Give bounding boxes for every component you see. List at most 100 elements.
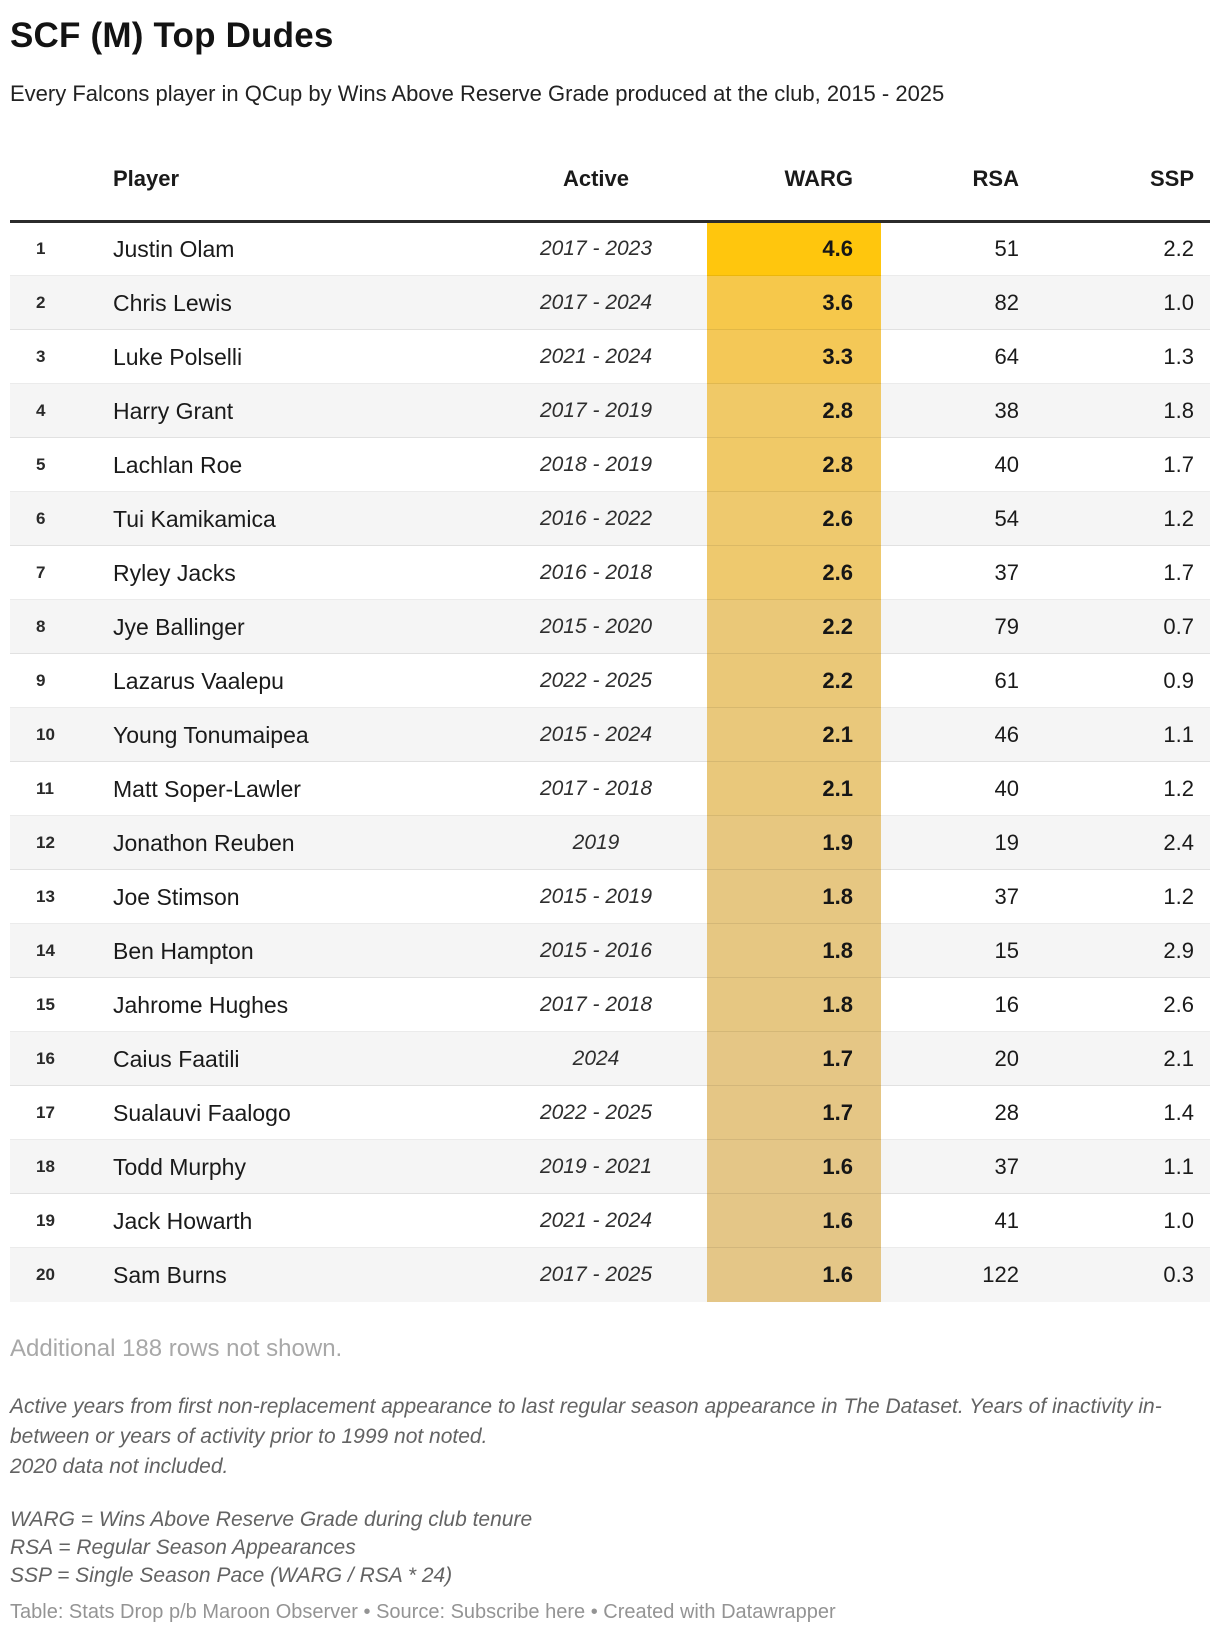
rank-cell: 3 bbox=[10, 329, 105, 384]
credit-source-prefix: Source: bbox=[376, 1600, 446, 1623]
player-cell: Jonathon Reuben bbox=[105, 815, 485, 870]
rsa-cell: 28 bbox=[881, 1085, 1031, 1140]
ssp-cell: 2.6 bbox=[1031, 977, 1210, 1032]
warg-cell: 1.6 bbox=[707, 1247, 881, 1302]
rank-cell: 19 bbox=[10, 1193, 105, 1248]
rsa-cell: 15 bbox=[881, 923, 1031, 978]
abbr-ssp: SSP = Single Season Pace (WARG / RSA * 2… bbox=[10, 1563, 453, 1587]
rsa-cell: 79 bbox=[881, 599, 1031, 654]
player-cell: Caius Faatili bbox=[105, 1031, 485, 1086]
active-cell: 2015 - 2016 bbox=[485, 923, 707, 978]
rank-cell: 15 bbox=[10, 977, 105, 1032]
warg-cell: 2.8 bbox=[707, 437, 881, 492]
warg-cell: 3.3 bbox=[707, 329, 881, 384]
player-cell: Tui Kamikamica bbox=[105, 491, 485, 546]
active-cell: 2024 bbox=[485, 1031, 707, 1086]
player-cell: Matt Soper-Lawler bbox=[105, 761, 485, 816]
player-cell: Chris Lewis bbox=[105, 275, 485, 330]
table-row: 13 Joe Stimson 2015 - 2019 1.8 37 1.2 bbox=[10, 869, 1210, 924]
rsa-cell: 51 bbox=[994, 236, 1019, 261]
active-cell: 2019 - 2021 bbox=[485, 1139, 707, 1194]
active-cell: 2015 - 2019 bbox=[485, 869, 707, 924]
table-row: 16 Caius Faatili 2024 1.7 20 2.1 bbox=[10, 1031, 1210, 1086]
ssp-cell: 1.0 bbox=[1031, 1193, 1210, 1248]
active-cell: 2021 - 2024 bbox=[485, 1193, 707, 1248]
rsa-cell: 122 bbox=[881, 1247, 1031, 1302]
rsa-cell: 37 bbox=[881, 1139, 1031, 1194]
warg-cell: 1.8 bbox=[707, 923, 881, 978]
footnote-2020: 2020 data not included. bbox=[10, 1454, 229, 1478]
subscribe-link[interactable]: Subscribe here bbox=[450, 1600, 586, 1623]
active-cell: 2018 - 2019 bbox=[485, 437, 707, 492]
rsa-cell: 64 bbox=[881, 329, 1031, 384]
footnote-active-years: Active years from first non-replacement … bbox=[10, 1394, 1162, 1448]
active-cell: 2017 - 2024 bbox=[485, 275, 707, 330]
active-cell: 2021 - 2024 bbox=[485, 329, 707, 384]
rsa-cell: 82 bbox=[881, 275, 1031, 330]
rsa-cell: 61 bbox=[881, 653, 1031, 708]
active-cell: 2019 bbox=[485, 815, 707, 870]
active-cell: 2022 - 2025 bbox=[485, 653, 707, 708]
ssp-cell: 1.2 bbox=[1031, 869, 1210, 924]
stats-table: Player Active WARG RSA SSP 1 Justin Olam… bbox=[10, 136, 1210, 1302]
active-cell: 2017 - 2018 bbox=[485, 761, 707, 816]
column-header-rsa: RSA bbox=[881, 136, 1031, 223]
table-row: 4 Harry Grant 2017 - 2019 2.8 38 1.8 bbox=[10, 383, 1210, 438]
rank-cell: 6 bbox=[10, 491, 105, 546]
rsa-cell: 37 bbox=[881, 869, 1031, 924]
credit-line: Table: Stats Drop p/b Maroon Observer • … bbox=[10, 1600, 1210, 1624]
table-row: 1 Justin Olam 2017 - 2023 4.6 51 2.2 bbox=[10, 221, 1210, 276]
table-row: 19 Jack Howarth 2021 - 2024 1.6 41 1.0 bbox=[10, 1193, 1210, 1248]
ssp-cell: 1.7 bbox=[1031, 545, 1210, 600]
credit-bullet: • bbox=[363, 1600, 371, 1623]
table-header: Player Active WARG RSA SSP bbox=[10, 136, 1210, 223]
warg-cell: 4.6 bbox=[707, 221, 881, 276]
warg-cell: 1.6 bbox=[707, 1193, 881, 1248]
rank-cell: 10 bbox=[10, 707, 105, 762]
player-cell: Todd Murphy bbox=[105, 1139, 485, 1194]
rsa-cell: 40 bbox=[881, 437, 1031, 492]
rsa-cell: 40 bbox=[881, 761, 1031, 816]
ssp-cell: 1.4 bbox=[1031, 1085, 1210, 1140]
ssp-cell: 0.3 bbox=[1031, 1247, 1210, 1302]
ssp-cell: 1.2 bbox=[1031, 491, 1210, 546]
rank-cell: 7 bbox=[10, 545, 105, 600]
rank-cell: 13 bbox=[10, 869, 105, 924]
warg-cell: 1.9 bbox=[707, 815, 881, 870]
player-cell: Joe Stimson bbox=[105, 869, 485, 924]
active-cell: 2017 - 2018 bbox=[485, 977, 707, 1032]
active-cell: 2017 - 2023 bbox=[539, 237, 653, 260]
warg-cell: 2.1 bbox=[707, 707, 881, 762]
rank-cell: 18 bbox=[10, 1139, 105, 1194]
table-row: 20 Sam Burns 2017 - 2025 1.6 122 0.3 bbox=[10, 1247, 1210, 1302]
player-cell: Jye Ballinger bbox=[105, 599, 485, 654]
player-cell: Young Tonumaipea bbox=[105, 707, 485, 762]
abbr-rsa: RSA = Regular Season Appearances bbox=[10, 1535, 356, 1559]
ssp-cell: 2.4 bbox=[1031, 815, 1210, 870]
ssp-cell: 2.2 bbox=[1163, 236, 1194, 261]
column-header-active: Active bbox=[485, 136, 707, 223]
footnotes: Active years from first non-replacement … bbox=[10, 1392, 1210, 1482]
ssp-cell: 0.7 bbox=[1031, 599, 1210, 654]
warg-cell: 3.6 bbox=[707, 275, 881, 330]
player-cell: Lazarus Vaalepu bbox=[105, 653, 485, 708]
ssp-cell: 1.0 bbox=[1031, 275, 1210, 330]
column-header-ssp: SSP bbox=[1031, 136, 1210, 223]
table-row: 3 Luke Polselli 2021 - 2024 3.3 64 1.3 bbox=[10, 329, 1210, 384]
rank-cell: 5 bbox=[10, 437, 105, 492]
ssp-cell: 1.1 bbox=[1031, 1139, 1210, 1194]
warg-cell: 2.8 bbox=[707, 383, 881, 438]
player-cell: Harry Grant bbox=[105, 383, 485, 438]
column-header-warg: WARG bbox=[707, 136, 881, 223]
rank-cell: 11 bbox=[10, 761, 105, 816]
rsa-cell: 19 bbox=[881, 815, 1031, 870]
table-row: 2 Chris Lewis 2017 - 2024 3.6 82 1.0 bbox=[10, 275, 1210, 330]
player-cell: Luke Polselli bbox=[105, 329, 485, 384]
table-row: 5 Lachlan Roe 2018 - 2019 2.8 40 1.7 bbox=[10, 437, 1210, 492]
ssp-cell: 1.3 bbox=[1031, 329, 1210, 384]
rank-cell: 17 bbox=[10, 1085, 105, 1140]
warg-cell: 1.8 bbox=[707, 977, 881, 1032]
active-cell: 2015 - 2024 bbox=[485, 707, 707, 762]
table-row: 10 Young Tonumaipea 2015 - 2024 2.1 46 1… bbox=[10, 707, 1210, 762]
